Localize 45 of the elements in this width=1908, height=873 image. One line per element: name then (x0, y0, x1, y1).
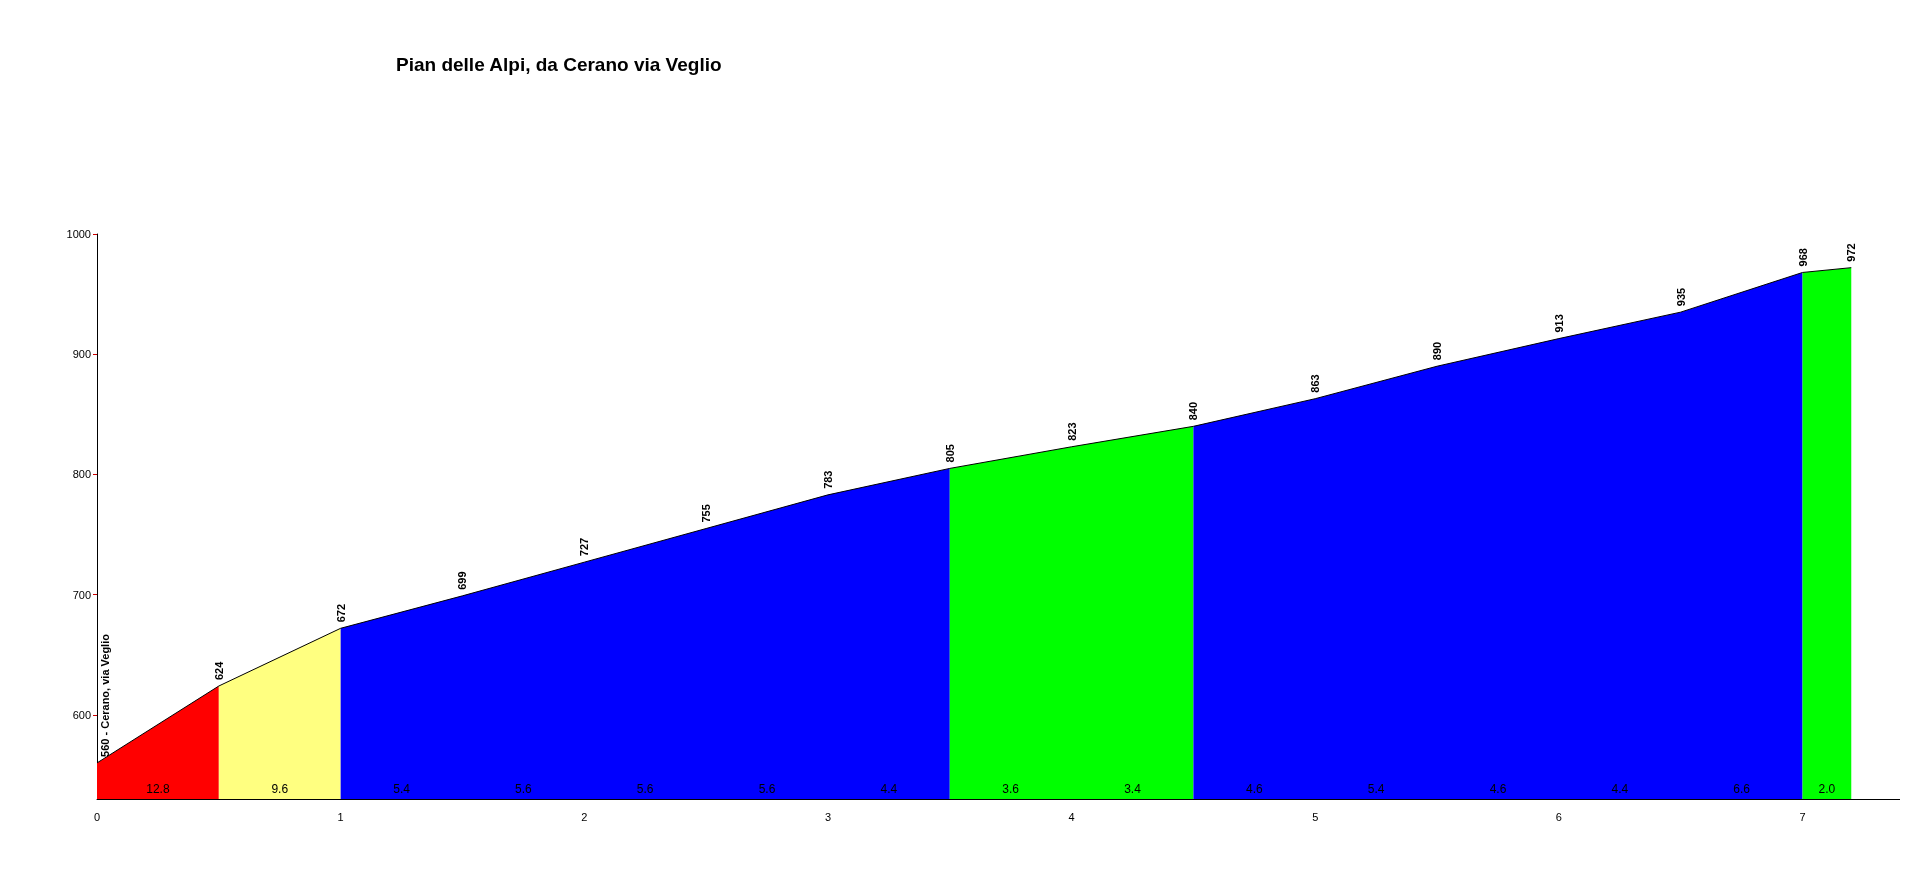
data-label: 840 (1187, 401, 1200, 421)
y-tick-label: 600 (72, 708, 91, 721)
data-label: 560 - Cerano, via Veglio (99, 633, 111, 757)
annotation: 4.6 (1245, 782, 1263, 796)
data-label: 805 (943, 444, 956, 463)
data-label: 863 (1309, 374, 1322, 393)
x-tick-label: 4 (1068, 810, 1075, 823)
annotation: 5.4 (393, 782, 411, 796)
annotation: 2.0 (1818, 782, 1836, 796)
annotation: 5.6 (515, 782, 533, 796)
annotation: 5.4 (1367, 782, 1385, 796)
data-label: 624 (212, 660, 225, 680)
annotation: 4.6 (1489, 782, 1507, 796)
data-label: 968 (1796, 248, 1809, 267)
data-label: 727 (578, 537, 591, 557)
annotation: 9.6 (271, 782, 289, 796)
data-label: 913 (1552, 314, 1565, 333)
annotation: 5.6 (758, 782, 776, 796)
data-label: 783 (821, 470, 834, 489)
x-tick-label: 6 (1555, 810, 1562, 823)
data-label: 935 (1674, 287, 1687, 307)
data-label: 672 (334, 603, 347, 623)
x-tick-label: 5 (1312, 810, 1319, 823)
data-label: 755 (700, 504, 713, 523)
annotation: 6.6 (1733, 782, 1751, 796)
annotation: 4.4 (1611, 782, 1629, 796)
chart-title: Pian delle Alpi, da Cerano via Veglio (396, 54, 722, 75)
x-tick-label: 7 (1799, 810, 1806, 823)
x-tick-label: 2 (581, 810, 588, 823)
annotation: 12.8 (146, 782, 170, 796)
data-label: 823 (1065, 422, 1078, 441)
annotation: 5.6 (636, 782, 654, 796)
annotation: 3.6 (1002, 782, 1020, 796)
annotation: 4.4 (880, 782, 898, 796)
data-label: 972 (1845, 243, 1858, 262)
x-tick-label: 1 (337, 810, 344, 823)
y-tick-label: 900 (72, 348, 91, 361)
x-tick-label: 0 (93, 810, 101, 823)
y-tick-label: 700 (72, 588, 91, 601)
annotation: 3.4 (1124, 782, 1142, 796)
data-label: 890 (1431, 341, 1444, 361)
y-tick-label: 1000 (66, 228, 91, 240)
data-label: 699 (456, 571, 469, 590)
x-tick-label: 3 (824, 810, 832, 823)
y-tick-label: 800 (72, 468, 91, 481)
